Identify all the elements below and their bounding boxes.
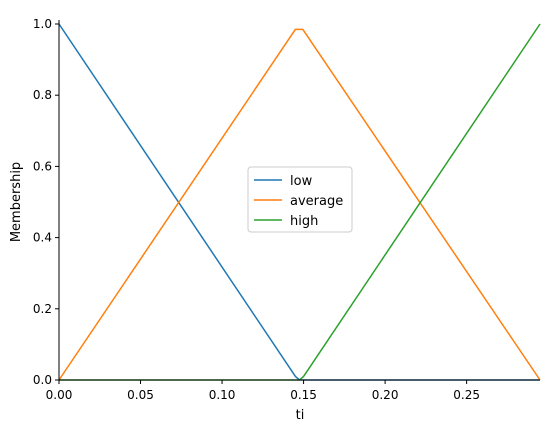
x-axis-ticks: 0.00 0.05 0.10 0.15 0.20 0.25 (46, 380, 480, 402)
y-axis-ticks: 0.0 0.2 0.4 0.6 0.8 1.0 (33, 17, 59, 387)
y-tick-label: 0.0 (33, 373, 52, 387)
x-tick-label: 0.25 (453, 388, 480, 402)
legend-label-average: average (290, 194, 343, 209)
x-tick-label: 0.15 (290, 388, 317, 402)
y-tick-label: 0.8 (33, 88, 52, 102)
x-tick-label: 0.10 (209, 388, 236, 402)
x-tick-label: 0.05 (127, 388, 154, 402)
x-tick-label: 0.20 (372, 388, 399, 402)
axes (58, 20, 540, 381)
y-axis-label: Membership (9, 162, 24, 242)
x-axis-label: ti (296, 408, 305, 423)
y-tick-label: 0.6 (33, 159, 52, 173)
y-tick-label: 0.4 (33, 231, 52, 245)
x-tick-label: 0.00 (46, 388, 73, 402)
y-tick-label: 1.0 (33, 17, 52, 31)
series-line-average (58, 28, 541, 381)
legend-label-high: high (290, 214, 318, 229)
legend-label-low: low (290, 174, 313, 189)
legend-box (247, 166, 353, 233)
y-tick-label: 0.2 (33, 302, 52, 316)
legend: low average high (247, 166, 353, 233)
